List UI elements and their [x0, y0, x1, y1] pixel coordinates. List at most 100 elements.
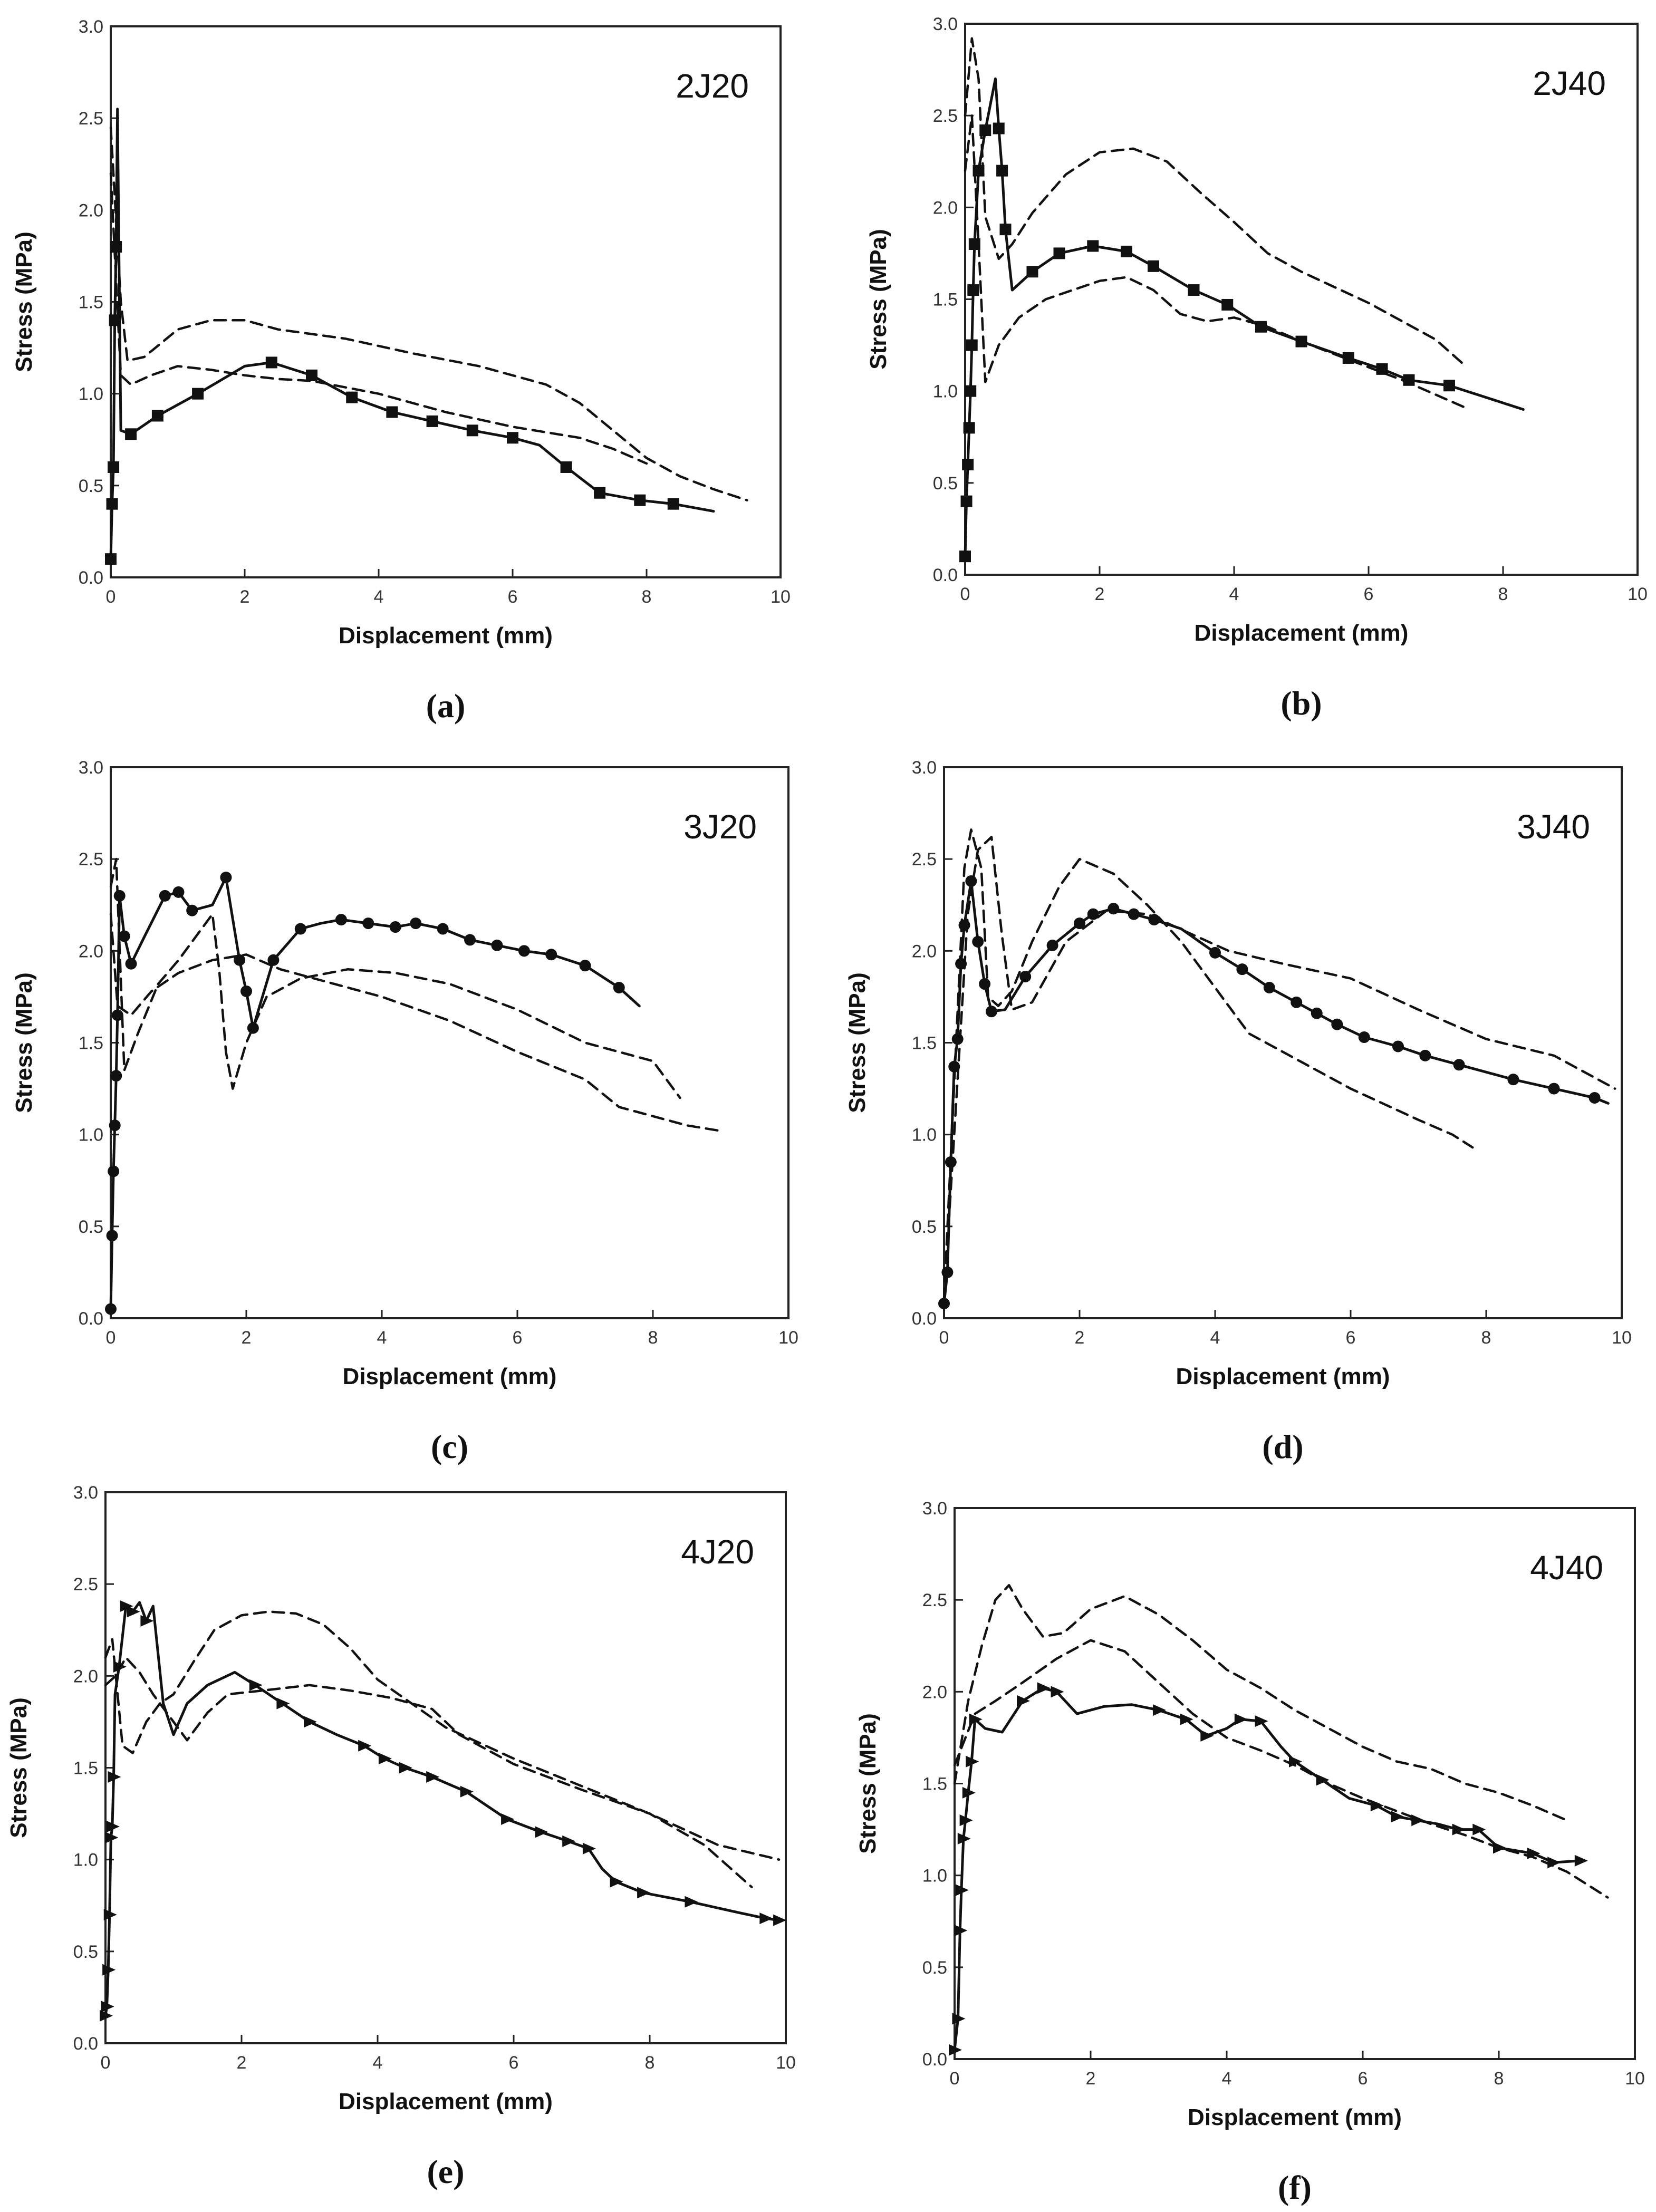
data-point-triangle	[127, 1606, 140, 1618]
data-point-triangle	[140, 1615, 154, 1627]
data-point-square	[1026, 266, 1038, 278]
panel-c-3J20: 0 2 4 6 8 10 0.0 0.5 1.0 1.5 2.0 2.5 3.0 3J20 Displa…	[11, 758, 798, 1465]
y-tick-label: 3.0	[73, 1483, 98, 1503]
series-line-2	[109, 857, 681, 1099]
plot-frame	[104, 1491, 787, 2044]
data-point-triangle	[102, 1964, 116, 1976]
y-tick-label: 2.5	[73, 1575, 98, 1595]
data-point-circle	[938, 1298, 950, 1310]
data-point-circle	[518, 945, 530, 957]
y-tick-label: 3.0	[79, 17, 103, 37]
data-point-square	[966, 339, 978, 351]
data-point-circle	[110, 1070, 122, 1082]
data-point-square	[967, 284, 979, 296]
data-point-circle	[1074, 917, 1085, 930]
data-point-triangle	[610, 1876, 623, 1888]
data-point-circle	[125, 958, 137, 970]
data-point-square	[667, 498, 679, 510]
data-point-circle	[1236, 963, 1248, 975]
y-tick-label: 0.0	[933, 565, 958, 585]
series-line-2	[942, 828, 1474, 1301]
series-line-3	[109, 913, 722, 1132]
data-point-square	[963, 422, 975, 434]
data-point-triangle	[562, 1835, 576, 1847]
data-point-triangle	[959, 1814, 973, 1827]
x-tick-label: 8	[645, 2053, 655, 2073]
y-tick-label: 1.5	[73, 1759, 98, 1779]
y-axis-title: Stress (MPa)	[11, 231, 37, 372]
data-point-square	[959, 550, 971, 563]
data-point-circle	[1263, 982, 1275, 993]
data-point-triangle	[954, 1925, 968, 1937]
data-point-circle	[941, 1266, 954, 1278]
data-point-triangle	[957, 1833, 971, 1844]
data-point-triangle	[1051, 1686, 1064, 1698]
panel-caption: (a)	[426, 687, 466, 725]
data-point-triangle	[962, 1786, 976, 1799]
x-tick-label: 8	[1494, 2069, 1504, 2089]
data-point-square	[1148, 260, 1159, 272]
x-tick-label: 0	[101, 2053, 111, 2073]
x-tick-label: 6	[1364, 584, 1374, 604]
data-point-square	[265, 356, 277, 369]
x-axis-title: Displacement (mm)	[1195, 620, 1409, 646]
y-axis-title: Stress (MPa)	[11, 972, 37, 1113]
data-point-triangle	[304, 1716, 317, 1728]
data-point-circle	[1419, 1049, 1431, 1061]
data-point-circle	[1507, 1074, 1519, 1086]
x-tick-label: 4	[1210, 1328, 1220, 1348]
data-point-triangle	[276, 1697, 290, 1709]
data-point-triangle	[535, 1826, 548, 1838]
data-point-circle	[1128, 908, 1140, 920]
data-point-circle	[172, 886, 185, 898]
data-point-square	[968, 238, 980, 250]
data-point-square	[965, 385, 977, 397]
y-tick-label: 1.5	[912, 1033, 937, 1054]
data-point-triangle	[1180, 1713, 1193, 1725]
y-tick-label: 3.0	[933, 14, 958, 34]
series-line-2	[964, 37, 1464, 365]
x-tick-label: 8	[642, 587, 652, 607]
x-axis-title: Displacement (mm)	[1176, 1364, 1390, 1389]
y-tick-label: 0.5	[79, 1217, 103, 1237]
x-tick-label: 0	[939, 1328, 949, 1348]
data-point-triangle	[1547, 1857, 1561, 1869]
data-point-triangle	[685, 1896, 698, 1908]
x-tick-label: 2	[1086, 2069, 1096, 2089]
x-axis-title: Displacement (mm)	[343, 1364, 557, 1389]
data-point-circle	[613, 982, 625, 993]
data-point-circle	[105, 1303, 117, 1315]
data-point-triangle	[1255, 1715, 1268, 1727]
data-point-square	[192, 388, 204, 400]
x-axis-title: Displacement (mm)	[1188, 2104, 1402, 2130]
data-point-circle	[1046, 939, 1058, 951]
data-point-square	[151, 410, 163, 422]
data-point-triangle	[949, 2044, 962, 2056]
data-point-triangle	[1200, 1730, 1214, 1742]
data-point-square	[1443, 380, 1455, 392]
y-tick-label: 0.5	[912, 1217, 937, 1237]
data-point-square	[426, 415, 438, 427]
data-point-circle	[294, 923, 306, 935]
x-tick-label: 10	[1612, 1328, 1632, 1348]
x-tick-label: 10	[771, 587, 791, 607]
data-point-triangle	[358, 1740, 372, 1752]
plot-frame	[954, 1507, 1636, 2060]
series-line-1	[104, 1601, 781, 2017]
series-line-2	[104, 1610, 781, 1861]
data-point-triangle	[378, 1753, 392, 1765]
data-point-triangle	[106, 1820, 120, 1832]
x-tick-label: 8	[1481, 1328, 1491, 1348]
data-point-triangle	[1411, 1814, 1425, 1827]
series-line-3	[104, 1656, 753, 1889]
data-point-triangle	[103, 1909, 117, 1921]
x-tick-label: 2	[240, 587, 250, 607]
data-point-square	[507, 432, 518, 444]
y-axis-title: Stress (MPa)	[844, 972, 870, 1113]
data-point-circle	[410, 917, 422, 930]
x-axis-title: Displacement (mm)	[339, 2089, 553, 2114]
panel-f-4J40: 0 2 4 6 8 10 0.0 0.5 1.0 1.5 2.0 2.5 3.0 4J40 Displa…	[855, 1499, 1645, 2206]
panel-e-4J20: 0 2 4 6 8 10 0.0 0.5 1.0 1.5 2.0 2.5 3.0 4J20 Displa…	[6, 1483, 796, 2190]
y-tick-label: 3.0	[912, 758, 937, 778]
x-tick-label: 2	[1075, 1328, 1085, 1348]
